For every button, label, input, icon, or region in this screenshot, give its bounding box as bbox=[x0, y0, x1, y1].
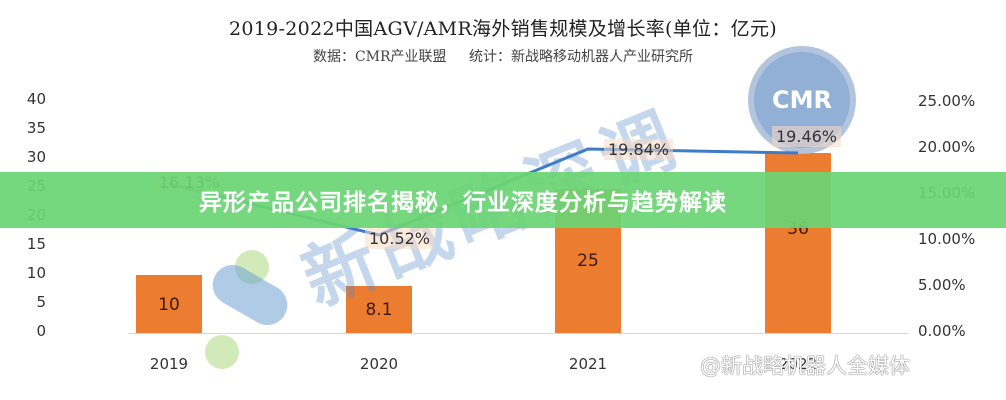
x-tick-2019: 2019 bbox=[149, 355, 189, 373]
headline-banner: 异形产品公司排名揭秘，行业深度分析与趋势解读 bbox=[0, 172, 1006, 228]
y-tick-left: 35 bbox=[26, 119, 46, 137]
watermark-dot bbox=[205, 335, 239, 369]
bar-value-2019: 10 bbox=[158, 295, 180, 315]
x-tick-2022: 2022 bbox=[778, 355, 818, 373]
chart-subtitle: 数据：CMR产业联盟 统计：新战略移动机器人产业研究所 bbox=[312, 49, 694, 65]
pct-label-2022: 19.46% bbox=[772, 126, 842, 147]
bar-2020 bbox=[346, 286, 412, 333]
headline-text: 异形产品公司排名揭秘，行业深度分析与趋势解读 bbox=[199, 190, 727, 216]
x-tick-2020: 2020 bbox=[359, 355, 399, 373]
pct-label-2020: 10.52% bbox=[365, 228, 435, 249]
bar-value-2021: 25 bbox=[577, 251, 599, 271]
y-tick-left: 10 bbox=[26, 264, 46, 282]
y-tick-left: 30 bbox=[26, 148, 46, 166]
x-tick-2021: 2021 bbox=[568, 355, 608, 373]
y-tick-right: 5.00% bbox=[918, 276, 966, 294]
y-tick-right: 25.00% bbox=[918, 92, 976, 110]
y-tick-left: 15 bbox=[26, 235, 46, 253]
bar-2019 bbox=[136, 275, 202, 333]
y-tick-right: 20.00% bbox=[918, 138, 976, 156]
y-tick-left: 40 bbox=[26, 90, 46, 108]
footer-watermark: @新战略机器人全媒体 bbox=[700, 354, 910, 378]
chart-title: 2019-2022中国AGV/AMR海外销售规模及增长率(单位：亿元) bbox=[229, 18, 777, 40]
pct-label-2021: 19.84% bbox=[604, 139, 674, 160]
bar-value-2020: 8.1 bbox=[365, 300, 393, 320]
y-tick-left: 5 bbox=[36, 293, 46, 311]
y-tick-left: 0 bbox=[36, 322, 46, 340]
x-axis-line bbox=[128, 333, 908, 334]
y-tick-right: 10.00% bbox=[918, 230, 976, 248]
y-tick-right: 0.00% bbox=[918, 322, 966, 340]
